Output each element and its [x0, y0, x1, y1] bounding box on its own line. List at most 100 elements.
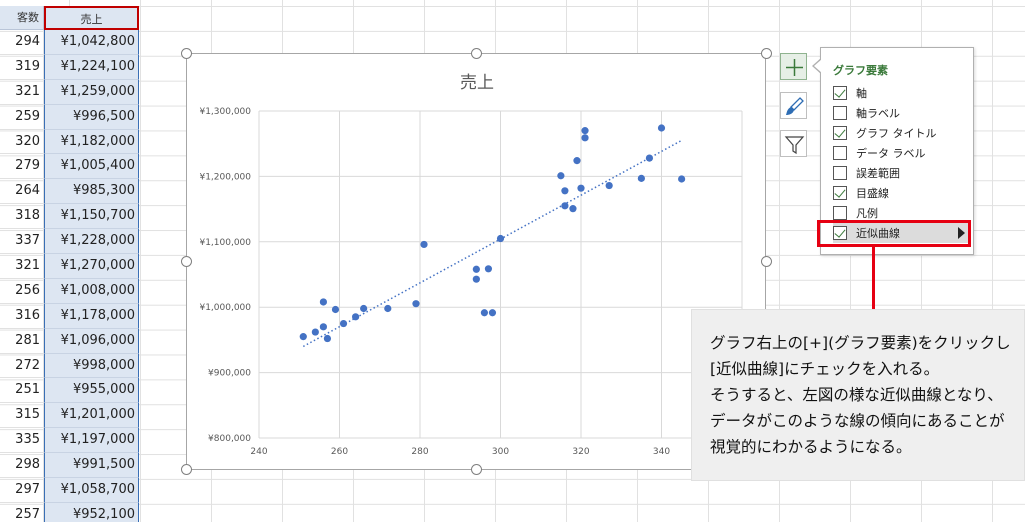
submenu-arrow-icon[interactable] — [958, 227, 965, 239]
x-tick-label: 300 — [492, 447, 509, 457]
cell-sales[interactable]: ¥985,300 — [44, 179, 139, 205]
resize-handle-bottom[interactable] — [471, 464, 482, 475]
cell-sales[interactable]: ¥1,008,000 — [44, 278, 139, 304]
chart-element-item[interactable]: 軸ラベル — [833, 103, 969, 123]
cell-customers[interactable]: 256 — [0, 278, 44, 304]
flyout-pointer-inner — [814, 59, 822, 73]
data-point — [657, 124, 666, 132]
plus-icon — [786, 59, 803, 76]
cell-sales[interactable]: ¥1,042,800 — [44, 30, 139, 55]
cell-customers[interactable]: 264 — [0, 179, 44, 205]
data-point — [323, 334, 332, 343]
cell-customers[interactable]: 279 — [0, 154, 44, 180]
cell-sales[interactable]: ¥1,270,000 — [44, 254, 139, 279]
chart-element-item[interactable]: 目盛線 — [833, 183, 969, 203]
y-tick-label: ¥1,200,000 — [199, 172, 251, 182]
cell-sales[interactable]: ¥955,000 — [44, 378, 139, 404]
cell-customers[interactable]: 319 — [0, 54, 44, 80]
resize-handle-right[interactable] — [761, 256, 772, 267]
table-row: 320 ¥1,182,000 — [0, 129, 140, 155]
data-point — [488, 309, 497, 317]
scatter-chart[interactable]: 売上 ¥800,000 ¥900,000 ¥1,000,000 ¥1,100,000 ¥… — [186, 53, 766, 470]
cell-customers[interactable]: 315 — [0, 403, 44, 429]
table-row: 294 ¥1,042,800 — [0, 30, 140, 55]
chart-filters-button[interactable] — [780, 130, 807, 157]
cell-customers[interactable]: 281 — [0, 328, 44, 354]
data-point — [384, 304, 392, 313]
resize-handle-tr[interactable] — [761, 48, 772, 59]
y-tick-label: ¥900,000 — [208, 369, 251, 379]
data-point — [472, 265, 480, 273]
chart-element-label: 凡例 — [856, 207, 878, 220]
table-row: 319 ¥1,224,100 — [0, 54, 140, 80]
chart-title[interactable]: 売上 — [460, 73, 494, 93]
chart-element-item[interactable]: データ ラベル — [833, 143, 969, 163]
cell-sales[interactable]: ¥1,178,000 — [44, 303, 139, 329]
panel-title: グラフ要素 — [833, 64, 888, 77]
resize-handle-left[interactable] — [181, 256, 192, 267]
cell-customers[interactable]: 257 — [0, 502, 44, 522]
data-point — [311, 328, 319, 336]
cell-customers[interactable]: 320 — [0, 129, 44, 155]
x-tick-label: 240 — [250, 447, 267, 457]
checkbox[interactable] — [833, 146, 847, 160]
cell-sales[interactable]: ¥1,259,000 — [44, 79, 139, 105]
cell-sales[interactable]: ¥1,096,000 — [44, 328, 139, 354]
chart-elements-button[interactable] — [780, 53, 807, 80]
resize-handle-tl[interactable] — [181, 48, 192, 59]
checkbox[interactable] — [833, 226, 847, 240]
cell-customers[interactable]: 316 — [0, 303, 44, 329]
cell-sales[interactable]: ¥996,500 — [44, 104, 139, 130]
chart-element-item[interactable]: グラフ タイトル — [833, 123, 969, 143]
chart-element-item[interactable]: 近似曲線 — [833, 223, 969, 243]
cell-customers[interactable]: 298 — [0, 453, 44, 479]
cell-customers[interactable]: 259 — [0, 104, 44, 130]
cell-sales[interactable]: ¥1,224,100 — [44, 54, 139, 80]
checkbox[interactable] — [833, 86, 847, 100]
cell-sales[interactable]: ¥1,150,700 — [44, 204, 139, 230]
cell-sales[interactable]: ¥1,201,000 — [44, 403, 139, 429]
table-row: 318 ¥1,150,700 — [0, 204, 140, 230]
checkbox[interactable] — [833, 206, 847, 220]
cell-sales[interactable]: ¥1,182,000 — [44, 129, 139, 155]
checkbox[interactable] — [833, 166, 847, 180]
resize-handle-top[interactable] — [471, 48, 482, 59]
chart-element-label: 軸ラベル — [856, 107, 900, 120]
chart-element-item[interactable]: 誤差範囲 — [833, 163, 969, 183]
chart-elements-panel: グラフ要素 軸軸ラベルグラフ タイトルデータ ラベル誤差範囲目盛線凡例近似曲線 — [820, 47, 974, 255]
cell-customers[interactable]: 251 — [0, 378, 44, 404]
header-customers[interactable]: 客数 — [0, 6, 44, 30]
cell-customers[interactable]: 321 — [0, 79, 44, 105]
cell-customers[interactable]: 297 — [0, 478, 44, 503]
cell-sales[interactable]: ¥1,005,400 — [44, 154, 139, 180]
checkbox[interactable] — [833, 106, 847, 120]
chart-element-item[interactable]: 凡例 — [833, 203, 969, 223]
brush-icon — [786, 97, 804, 115]
chart-element-label: 誤差範囲 — [856, 167, 900, 180]
cell-sales[interactable]: ¥1,228,000 — [44, 229, 139, 255]
checkbox[interactable] — [833, 186, 847, 200]
cell-customers[interactable]: 335 — [0, 428, 44, 454]
cell-customers[interactable]: 337 — [0, 229, 44, 255]
cell-customers[interactable]: 321 — [0, 254, 44, 279]
chart-plot-area[interactable]: ¥800,000 ¥900,000 ¥1,000,000 ¥1,100,000 ¥1,2… — [187, 54, 767, 471]
cell-customers[interactable]: 318 — [0, 204, 44, 230]
cell-customers[interactable]: 294 — [0, 30, 44, 55]
cell-sales[interactable]: ¥1,197,000 — [44, 428, 139, 454]
chart-element-item[interactable]: 軸 — [833, 83, 969, 103]
cell-sales[interactable]: ¥991,500 — [44, 453, 139, 479]
highlight-box — [817, 220, 971, 247]
cell-sales[interactable]: ¥952,100 — [44, 502, 139, 522]
table-row: 315 ¥1,201,000 — [0, 403, 140, 429]
cell-sales[interactable]: ¥998,000 — [44, 353, 139, 379]
chart-element-label: グラフ タイトル — [856, 127, 937, 140]
header-sales[interactable]: 売上 — [44, 6, 139, 30]
cell-sales[interactable]: ¥1,058,700 — [44, 478, 139, 503]
data-point — [569, 205, 577, 213]
resize-handle-bl[interactable] — [181, 464, 192, 475]
cell-customers[interactable]: 272 — [0, 353, 44, 379]
checkbox[interactable] — [833, 126, 847, 140]
chart-element-label: 目盛線 — [856, 187, 889, 200]
data-point — [561, 187, 569, 195]
chart-styles-button[interactable] — [780, 92, 807, 119]
